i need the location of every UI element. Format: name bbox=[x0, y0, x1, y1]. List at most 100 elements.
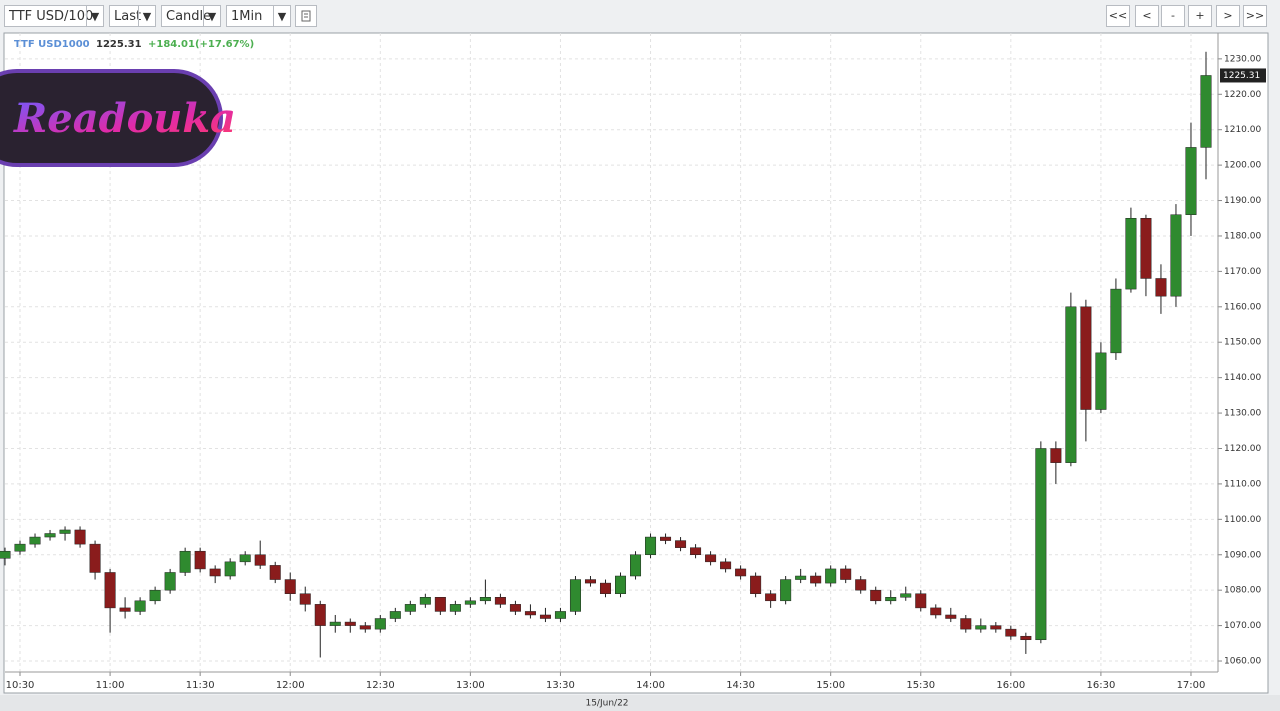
symbol-select[interactable]: TTF USD/100 bbox=[4, 5, 104, 27]
y-tick-label: 1160.00 bbox=[1224, 302, 1261, 312]
x-tick-label: 12:00 bbox=[276, 680, 305, 691]
candle-body bbox=[1065, 306, 1077, 463]
candle-body bbox=[645, 536, 657, 556]
candle-body bbox=[389, 611, 401, 619]
x-tick-label: 15:00 bbox=[816, 680, 845, 691]
candle-body bbox=[44, 533, 56, 538]
candle-body bbox=[780, 579, 792, 602]
candle-body bbox=[404, 604, 416, 612]
symbol-text: TTF USD/100 bbox=[9, 9, 94, 24]
change-label: +184.01(+17.67%) bbox=[148, 39, 254, 50]
nav-button[interactable]: < bbox=[1135, 5, 1159, 27]
y-tick-label: 1140.00 bbox=[1224, 373, 1261, 383]
candle-body bbox=[1035, 448, 1047, 641]
y-tick-label: 1150.00 bbox=[1224, 338, 1261, 348]
y-tick-label: 1220.00 bbox=[1224, 90, 1261, 100]
candle-body bbox=[675, 540, 687, 548]
candle-body bbox=[224, 561, 236, 577]
price-field-select[interactable]: Last bbox=[109, 5, 156, 27]
candle-body bbox=[149, 589, 161, 602]
candle-body bbox=[209, 568, 221, 577]
y-tick-label: 1230.00 bbox=[1224, 54, 1261, 64]
candle-body bbox=[299, 593, 311, 605]
settings-icon bbox=[301, 10, 311, 22]
candle-body bbox=[1020, 635, 1032, 641]
candle-body bbox=[795, 575, 807, 580]
y-tick-label: 1130.00 bbox=[1224, 409, 1261, 419]
candle-body bbox=[960, 618, 972, 630]
candle-body bbox=[810, 575, 822, 584]
candle-body bbox=[104, 572, 116, 609]
symbol-label: TTF USD1000 bbox=[14, 39, 90, 50]
candle-body bbox=[765, 593, 777, 602]
x-tick-label: 15:30 bbox=[906, 680, 935, 691]
y-tick-label: 1170.00 bbox=[1224, 267, 1261, 277]
y-tick-label: 1080.00 bbox=[1224, 586, 1261, 596]
candle-body bbox=[494, 597, 506, 605]
candle-body bbox=[524, 611, 536, 616]
candle-body bbox=[1140, 218, 1152, 279]
candle-body bbox=[720, 561, 732, 570]
candle-body bbox=[0, 550, 11, 559]
candle-body bbox=[239, 554, 251, 563]
candle-body bbox=[374, 618, 386, 630]
candle-body bbox=[1095, 352, 1107, 410]
candle-body bbox=[945, 614, 957, 619]
candle-body bbox=[705, 554, 717, 563]
candle-body bbox=[449, 604, 461, 612]
x-tick-label: 13:30 bbox=[546, 680, 575, 691]
candle-body bbox=[1080, 306, 1092, 410]
nav-button[interactable]: >> bbox=[1243, 5, 1267, 27]
nav-button[interactable]: - bbox=[1161, 5, 1185, 27]
candle-body bbox=[885, 597, 897, 602]
interval-select[interactable]: 1Min bbox=[226, 5, 291, 27]
x-tick-label: 17:00 bbox=[1177, 680, 1206, 691]
y-tick-label: 1100.00 bbox=[1224, 515, 1261, 525]
date-label: 15/Jun/22 bbox=[585, 699, 628, 709]
candle-body bbox=[1050, 448, 1062, 463]
y-tick-label: 1190.00 bbox=[1224, 196, 1261, 206]
y-tick-label: 1070.00 bbox=[1224, 621, 1261, 631]
candle-body bbox=[615, 575, 627, 594]
candle-body bbox=[119, 607, 131, 612]
candle-body bbox=[314, 604, 326, 626]
candle-body bbox=[74, 529, 86, 545]
y-tick-label: 1110.00 bbox=[1224, 479, 1261, 489]
candle-body bbox=[1185, 147, 1197, 215]
chart-style-text: Candle bbox=[166, 9, 212, 24]
y-tick-label: 1060.00 bbox=[1224, 657, 1261, 667]
candle-body bbox=[554, 611, 566, 619]
candle-body bbox=[569, 579, 581, 612]
nav-button[interactable]: << bbox=[1106, 5, 1130, 27]
logo-badge bbox=[0, 69, 223, 167]
nav-button[interactable]: + bbox=[1188, 5, 1212, 27]
candle-body bbox=[1170, 214, 1182, 297]
x-tick-label: 12:30 bbox=[366, 680, 395, 691]
candle-body bbox=[630, 554, 642, 577]
chart-style-select[interactable]: Candle bbox=[161, 5, 221, 27]
last-label: 1225.31 bbox=[96, 39, 142, 50]
candle-body bbox=[1200, 75, 1212, 148]
candle-body bbox=[1125, 218, 1137, 290]
candle-body bbox=[269, 565, 281, 580]
chart-frame bbox=[3, 32, 1269, 694]
candle-body bbox=[344, 621, 356, 626]
candle-body bbox=[14, 543, 26, 552]
x-tick-label: 16:30 bbox=[1086, 680, 1115, 691]
interval-text: 1Min bbox=[231, 9, 263, 24]
candle-body bbox=[479, 597, 491, 602]
candle-body bbox=[735, 568, 747, 577]
candle-body bbox=[464, 600, 476, 605]
candle-body bbox=[900, 593, 912, 598]
candle-body bbox=[975, 625, 987, 630]
candle-body bbox=[915, 593, 927, 609]
settings-button[interactable] bbox=[295, 5, 317, 27]
candle-body bbox=[89, 543, 101, 573]
nav-button[interactable]: > bbox=[1216, 5, 1240, 27]
candle-body bbox=[329, 621, 341, 626]
y-tick-label: 1180.00 bbox=[1224, 231, 1261, 241]
last-price-label: 1225.31 bbox=[1223, 71, 1260, 81]
candle-body bbox=[194, 550, 206, 570]
candle-body bbox=[29, 536, 41, 545]
